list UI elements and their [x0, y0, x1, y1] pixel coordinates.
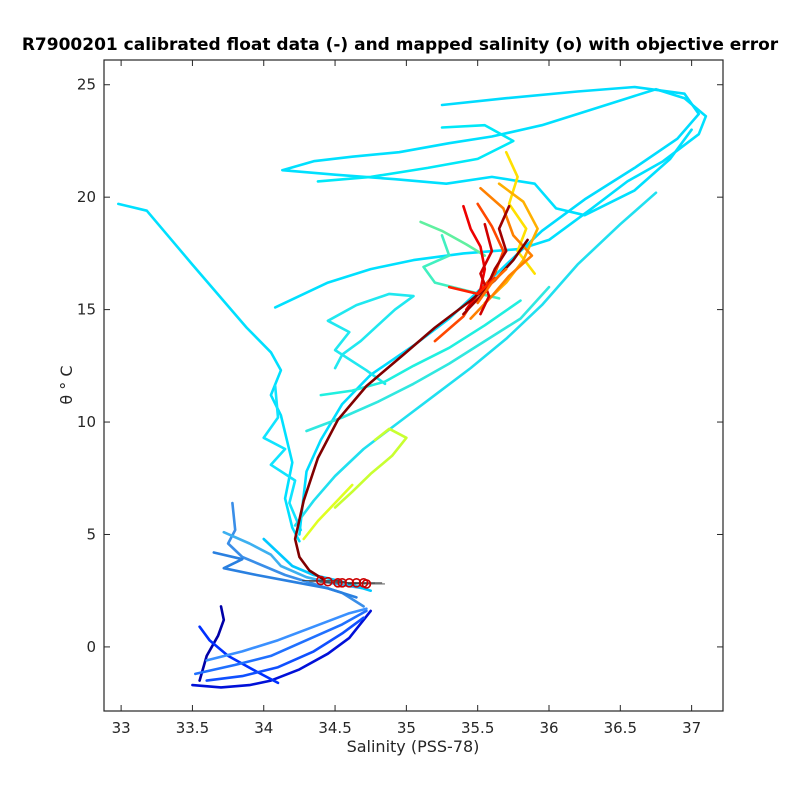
profile-line-3 — [205, 616, 365, 682]
profile-line-29 — [462, 204, 511, 316]
y-tick-label-5: 25 — [77, 76, 96, 94]
profile-line-1 — [191, 609, 372, 689]
y-axis-label: θ ° C — [57, 365, 76, 404]
profile-line-13 — [298, 85, 701, 536]
series-layer — [117, 85, 708, 689]
mapped-salinity-point-5 — [351, 578, 362, 588]
x-tick-label-3: 34.5 — [318, 719, 351, 737]
profile-line-28 — [479, 222, 494, 316]
y-tick-label-3: 15 — [77, 301, 96, 319]
x-tick-label-1: 33.5 — [176, 719, 209, 737]
mapped-salinity-point-3 — [337, 578, 347, 588]
x-tick-label-2: 34 — [254, 719, 273, 737]
x-tick-label-4: 35 — [397, 719, 416, 737]
x-tick-label-8: 37 — [682, 719, 701, 737]
profile-line-0 — [198, 605, 226, 682]
x-tick-label-0: 33 — [112, 719, 131, 737]
profile-line-18 — [293, 191, 658, 527]
profile-line-21 — [333, 427, 408, 509]
profile-line-25 — [469, 186, 534, 320]
x-tick-label-7: 36.5 — [604, 719, 637, 737]
mapped-salinity-point-4 — [344, 578, 355, 588]
mapped-salinity-point-2 — [333, 578, 343, 588]
y-tick-label-1: 5 — [86, 525, 96, 543]
y-axis-ticks: 0 5 10 15 20 25 — [77, 76, 723, 656]
y-tick-label-2: 10 — [77, 413, 96, 431]
profile-line-23 — [504, 150, 536, 275]
y-tick-label-0: 0 — [86, 638, 96, 656]
profile-line-15 — [326, 292, 415, 386]
x-axis-ticks: 33 33.5 34 34.5 35 35.5 36 36.5 37 — [112, 60, 701, 737]
profile-line-24 — [483, 182, 539, 305]
profile-line-16 — [319, 299, 522, 397]
profile-line-11 — [262, 384, 303, 532]
profile-line-7 — [212, 551, 358, 599]
mapped-salinity-point-7 — [361, 579, 372, 589]
profile-line-22 — [302, 483, 354, 541]
profile-line-10 — [117, 202, 301, 543]
plot-frame — [103, 59, 724, 712]
mapped-salinity-point-1 — [323, 576, 333, 587]
profile-line-14 — [316, 123, 515, 183]
y-tick-label-4: 20 — [77, 188, 96, 206]
profile-line-5 — [205, 607, 368, 662]
profile-line-17 — [305, 285, 551, 433]
profile-line-4 — [194, 609, 368, 676]
x-axis-label: Salinity (PSS-78) — [347, 737, 480, 756]
mapped-salinity-layer — [302, 575, 385, 589]
x-tick-label-5: 35.5 — [461, 719, 494, 737]
x-tick-label-6: 36 — [539, 719, 558, 737]
chart-title: R7900201 calibrated float data (-) and m… — [22, 35, 779, 55]
plot-area — [104, 60, 723, 711]
profile-line-31 — [447, 276, 497, 296]
profile-line-8 — [222, 530, 365, 590]
profile-line-26 — [433, 202, 505, 343]
profile-line-20 — [419, 220, 487, 257]
profile-line-32 — [476, 267, 508, 305]
